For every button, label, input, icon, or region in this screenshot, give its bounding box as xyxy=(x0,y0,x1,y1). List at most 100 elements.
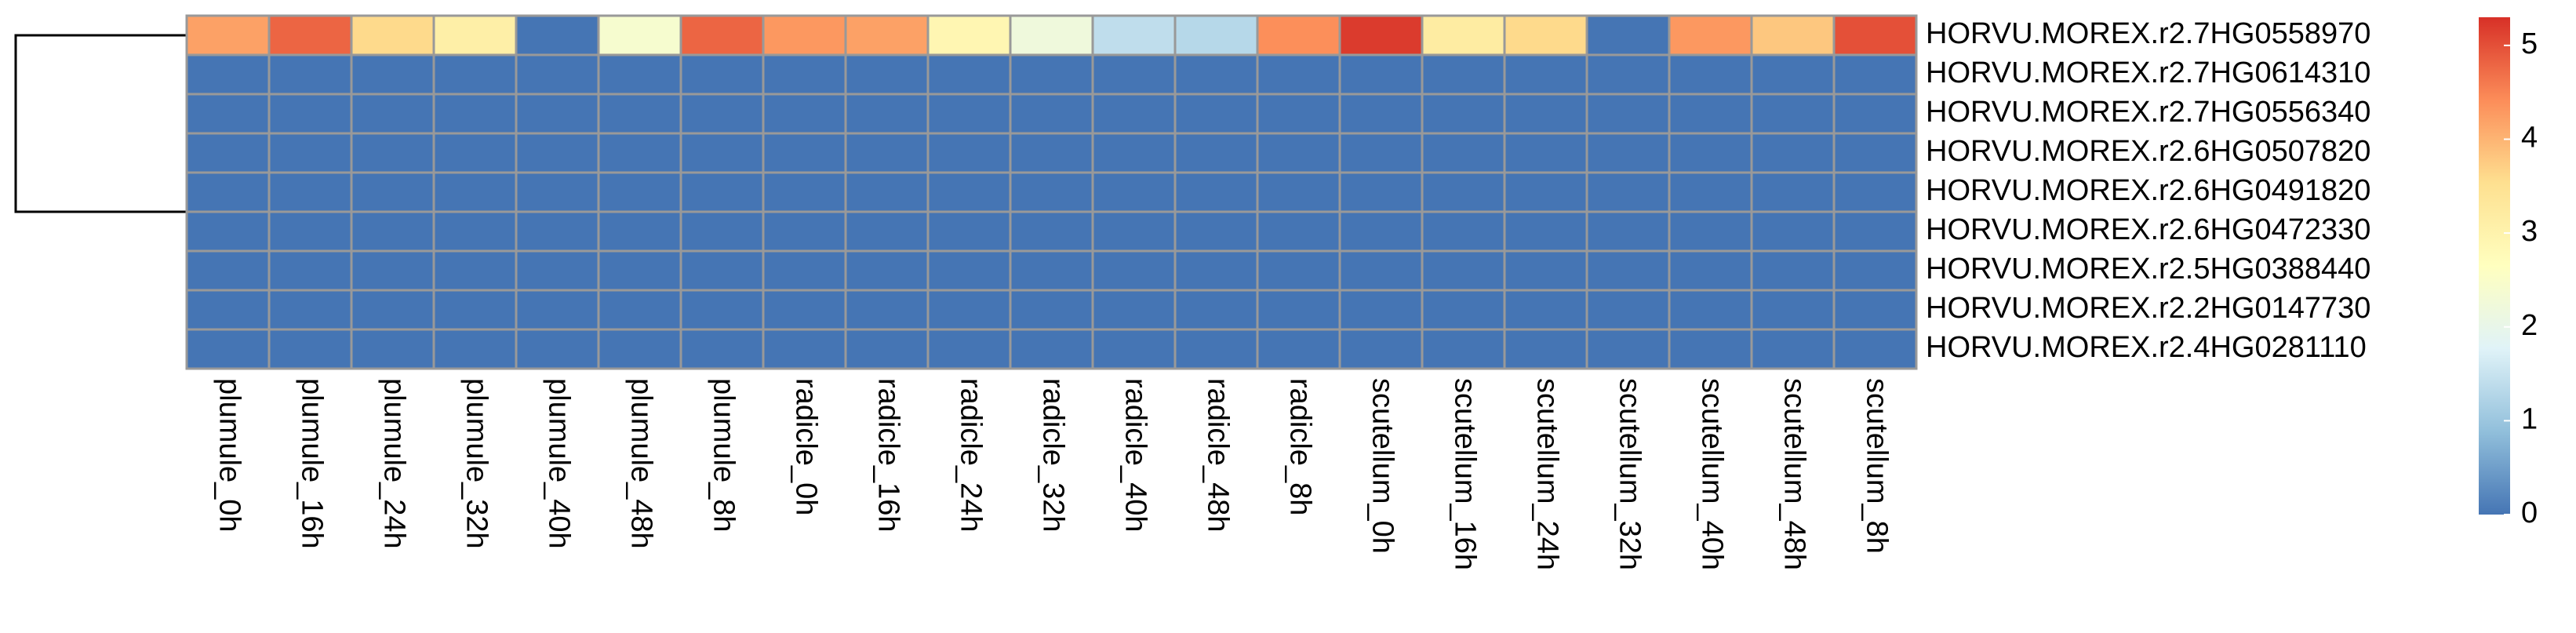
row-label: HORVU.MOREX.r2.6HG0507820 xyxy=(1926,135,2370,168)
heatmap-cell xyxy=(926,210,1012,253)
row-label: HORVU.MOREX.r2.5HG0388440 xyxy=(1926,253,2370,286)
heatmap-cell xyxy=(1750,132,1836,174)
heatmap-cell xyxy=(1585,210,1671,253)
heatmap-cell xyxy=(185,93,271,135)
heatmap-cell xyxy=(1091,93,1177,135)
heatmap-cell xyxy=(1503,132,1588,174)
heatmap-cell xyxy=(1668,53,1753,96)
heatmap-cell xyxy=(267,53,353,96)
color-legend: 0 1 2 3 4 5 xyxy=(2479,17,2538,529)
heatmap-cell xyxy=(1009,171,1094,213)
heatmap-cell xyxy=(1750,93,1836,135)
heatmap-cell xyxy=(267,249,353,292)
heatmap-cell xyxy=(185,210,271,253)
heatmap-cell xyxy=(1009,210,1094,253)
row-label: HORVU.MOREX.r2.7HG0556340 xyxy=(1926,96,2370,129)
heatmap-cell xyxy=(350,249,435,292)
heatmap-cell xyxy=(1009,53,1094,96)
heatmap-cell xyxy=(597,53,682,96)
heatmap-cell xyxy=(267,14,353,56)
heatmap-cell xyxy=(350,171,435,213)
heatmap-cell xyxy=(515,171,600,213)
heatmap-cell xyxy=(1832,249,1918,292)
column-label: plumule_24h xyxy=(377,378,410,549)
heatmap-cell xyxy=(1256,289,1341,331)
color-legend-bar xyxy=(2479,17,2510,515)
column-label: radicle_40h xyxy=(1119,378,1152,532)
heatmap-cell xyxy=(926,328,1012,370)
heatmap-cell xyxy=(1832,93,1918,135)
heatmap-cell xyxy=(1421,249,1506,292)
heatmap-cell xyxy=(185,171,271,213)
heatmap-cell xyxy=(1256,249,1341,292)
heatmap-cell xyxy=(679,289,765,331)
heatmap-cell xyxy=(1668,328,1753,370)
legend-tick-label: 2 xyxy=(2521,309,2538,342)
heatmap-cell xyxy=(1503,171,1588,213)
heatmap-cell xyxy=(1173,210,1259,253)
legend-tick-label: 5 xyxy=(2521,27,2538,60)
heatmap-cell xyxy=(1338,328,1424,370)
heatmap-cell xyxy=(1585,328,1671,370)
heatmap-cell xyxy=(1009,328,1094,370)
heatmap-cell xyxy=(844,14,930,56)
heatmap-cell xyxy=(1668,289,1753,331)
heatmap-cell xyxy=(679,93,765,135)
heatmap-cell xyxy=(1750,328,1836,370)
heatmap-cell xyxy=(1585,249,1671,292)
heatmap-cell xyxy=(515,249,600,292)
column-label: plumule_0h xyxy=(213,378,246,532)
heatmap-cell xyxy=(1503,14,1588,56)
heatmap-cell xyxy=(844,171,930,213)
column-label: radicle_0h xyxy=(789,378,822,515)
heatmap-cell xyxy=(597,249,682,292)
heatmap-cell xyxy=(1256,14,1341,56)
heatmap-cell xyxy=(1173,289,1259,331)
heatmap-cell xyxy=(1173,171,1259,213)
heatmap-cell xyxy=(432,210,518,253)
heatmap-cell xyxy=(1503,53,1588,96)
heatmap-cell xyxy=(844,93,930,135)
heatmap-cell xyxy=(762,328,847,370)
heatmap-cell xyxy=(1503,328,1588,370)
heatmap-cell xyxy=(1009,132,1094,174)
heatmap-cell xyxy=(844,132,930,174)
heatmap-cell xyxy=(350,93,435,135)
heatmap-cell xyxy=(515,328,600,370)
dendrogram-branch xyxy=(14,34,187,213)
color-legend-ticks: 0 1 2 3 4 5 xyxy=(2504,27,2538,529)
heatmap-cell xyxy=(350,53,435,96)
heatmap-cell xyxy=(926,249,1012,292)
heatmap-cell xyxy=(597,328,682,370)
heatmap-cell xyxy=(1421,171,1506,213)
heatmap-cell xyxy=(1503,289,1588,331)
heatmap-cell xyxy=(1750,249,1836,292)
heatmap-cell xyxy=(185,249,271,292)
heatmap-cell xyxy=(1668,171,1753,213)
heatmap-cell xyxy=(432,53,518,96)
row-label: HORVU.MOREX.r2.7HG0558970 xyxy=(1926,17,2370,50)
heatmap-cell xyxy=(267,289,353,331)
heatmap-cell xyxy=(762,132,847,174)
heatmap-cell xyxy=(1585,289,1671,331)
heatmap-cell xyxy=(1091,328,1177,370)
heatmap-cell xyxy=(1421,93,1506,135)
heatmap-cell xyxy=(597,210,682,253)
row-label: HORVU.MOREX.r2.6HG0491820 xyxy=(1926,174,2370,207)
column-label: scutellum_24h xyxy=(1530,378,1563,570)
heatmap-cell xyxy=(762,289,847,331)
heatmap-cell xyxy=(1585,53,1671,96)
heatmap-cell xyxy=(515,210,600,253)
heatmap-cell xyxy=(350,328,435,370)
heatmap-cell xyxy=(267,93,353,135)
heatmap-cell xyxy=(1832,53,1918,96)
heatmap-cell xyxy=(1091,53,1177,96)
heatmap-cell xyxy=(1256,171,1341,213)
heatmap-cell xyxy=(679,328,765,370)
heatmap-cell xyxy=(432,289,518,331)
heatmap-cell xyxy=(1421,53,1506,96)
column-label: radicle_48h xyxy=(1201,378,1234,532)
heatmap-cell xyxy=(926,14,1012,56)
heatmap-cell xyxy=(762,210,847,253)
heatmap-cells xyxy=(185,14,1918,370)
